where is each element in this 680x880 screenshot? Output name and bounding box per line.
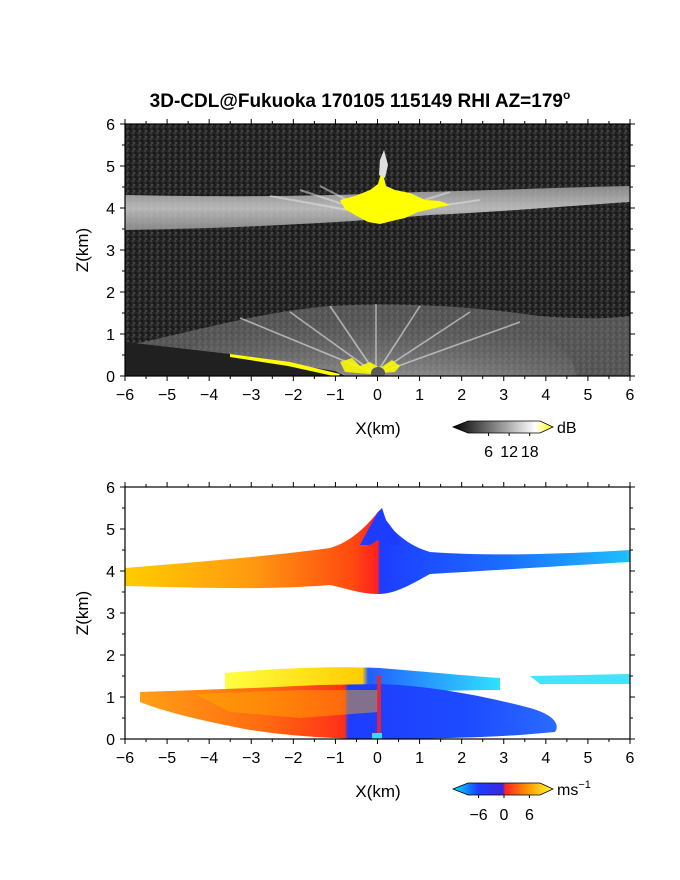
x-tick-label: 2 [457, 750, 466, 767]
x-tick-label: −4 [200, 750, 218, 767]
cloud-velocity [125, 512, 630, 594]
x-tick-label: 1 [415, 750, 424, 767]
x-tick-label: 5 [583, 750, 592, 767]
backscatter-field [125, 124, 630, 376]
y-tick-label: 3 [106, 606, 115, 623]
x-tick-label: −1 [326, 387, 344, 404]
upper-boundary-velocity [225, 667, 500, 691]
y-tick-label: 6 [106, 117, 115, 134]
radar-site-marker [372, 733, 382, 739]
x-tick-label: 4 [541, 750, 550, 767]
ground-shadow [125, 342, 345, 376]
boundary-layer-warm-band [195, 690, 378, 718]
x-tick-label: 6 [626, 750, 635, 767]
backscatter-axes: −6 −5 −4 −3 −2 −1 0 1 2 3 4 5 6 0 1 2 3 4 5 6 [106, 117, 635, 404]
colorbar-tick-label: 18 [521, 444, 539, 461]
x-tick-label: −6 [116, 387, 134, 404]
colorbar-ticks: 6 12 18 [484, 433, 539, 461]
y-tick-label: 3 [106, 243, 115, 260]
ground-saturation [230, 354, 340, 376]
x-tick-label: 3 [499, 387, 508, 404]
y-axis-label: Z(km) [73, 228, 92, 272]
x-tick-label: −3 [242, 387, 260, 404]
x-tick-label: −5 [158, 387, 176, 404]
x-tick-label: 6 [626, 387, 635, 404]
x-tick-label: −5 [158, 750, 176, 767]
x-tick-label: 5 [583, 387, 592, 404]
colorbar-tick-label: 6 [525, 807, 534, 824]
y-tick-label: 0 [106, 369, 115, 386]
x-tick-label: 0 [373, 750, 382, 767]
x-tick-label: 4 [541, 387, 550, 404]
cloud-top-updraft [360, 508, 400, 545]
y-tick-label: 1 [106, 690, 115, 707]
velocity-axes: −6 −5 −4 −3 −2 −1 0 1 2 3 4 5 6 0 1 2 3 4 5 6 [106, 480, 635, 767]
x-tick-label: −1 [326, 750, 344, 767]
velocity-colorbar: −6 0 6 ms−1 [451, 779, 591, 824]
y-axis-label: Z(km) [73, 591, 92, 635]
velocity-field [125, 487, 630, 739]
x-tick-label: −6 [116, 750, 134, 767]
radar-site [371, 367, 385, 376]
x-tick-label: −2 [284, 750, 302, 767]
cyan-streak [530, 674, 630, 684]
boundary-layer-velocity [140, 684, 557, 739]
y-tick-label: 1 [106, 327, 115, 344]
colorbar-unit: ms−1 [557, 779, 591, 799]
chart-title: 3D-CDL@Fukuoka 170105 115149 RHI AZ=179o [150, 88, 571, 112]
near-field-saturation [340, 358, 400, 374]
y-tick-label: 5 [106, 522, 115, 539]
x-tick-label: −3 [242, 750, 260, 767]
x-tick-label: 2 [457, 387, 466, 404]
saturated-core [340, 170, 450, 224]
y-tick-label: 4 [106, 564, 115, 581]
x-axis-label: X(km) [355, 782, 400, 801]
zero-velocity-line [377, 675, 381, 739]
y-tick-label: 5 [106, 159, 115, 176]
x-tick-label: 0 [373, 387, 382, 404]
colorbar-tick-label: −6 [469, 807, 487, 824]
backscatter-colorbar: 6 12 18 dB [451, 420, 577, 461]
x-tick-label: −4 [200, 387, 218, 404]
colorbar-tick-label: 12 [500, 444, 518, 461]
colorbar-gradient [451, 782, 554, 796]
colorbar-unit: dB [557, 420, 577, 437]
x-tick-label: 3 [499, 750, 508, 767]
colorbar-tick-label: 0 [500, 807, 509, 824]
colorbar-tick-label: 6 [484, 444, 493, 461]
y-tick-label: 2 [106, 648, 115, 665]
colorbar-gradient [451, 420, 554, 434]
x-tick-label: −2 [284, 387, 302, 404]
core-spike [379, 150, 388, 178]
y-tick-label: 2 [106, 285, 115, 302]
x-axis-label: X(km) [355, 419, 400, 438]
x-tick-label: 1 [415, 387, 424, 404]
y-tick-label: 0 [106, 732, 115, 749]
colorbar-ticks: −6 0 6 [469, 795, 534, 824]
y-tick-label: 6 [106, 480, 115, 497]
y-tick-label: 4 [106, 201, 115, 218]
